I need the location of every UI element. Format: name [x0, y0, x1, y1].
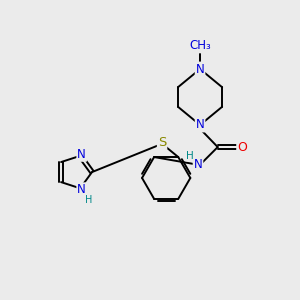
Text: N: N	[77, 183, 86, 196]
Text: S: S	[158, 136, 166, 149]
Text: N: N	[196, 118, 204, 131]
Text: H: H	[186, 151, 194, 161]
Text: CH₃: CH₃	[190, 39, 212, 52]
Text: O: O	[237, 141, 247, 154]
Text: H: H	[85, 194, 92, 205]
Text: N: N	[196, 62, 204, 76]
Text: N: N	[194, 158, 202, 171]
Text: N: N	[77, 148, 86, 161]
